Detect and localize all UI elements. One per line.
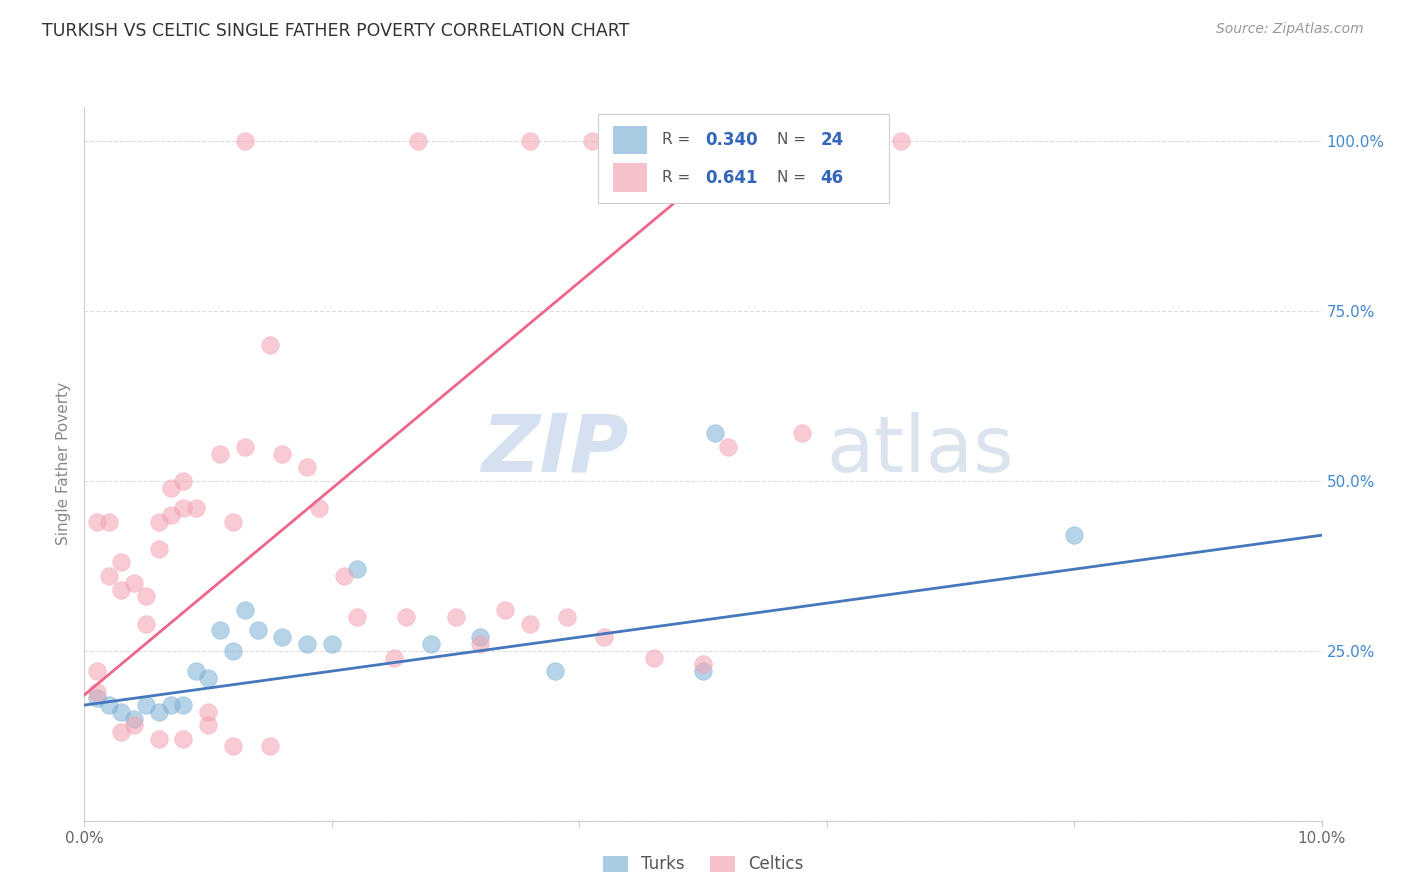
Point [197,705,219,719]
FancyBboxPatch shape [598,114,889,203]
Point [271,447,294,461]
Point [790,426,813,441]
Point [555,609,578,624]
Point [110,582,132,597]
Point [86,515,108,529]
Text: Source: ZipAtlas.com: Source: ZipAtlas.com [1216,22,1364,37]
Point [346,562,368,576]
Point [110,555,132,569]
Point [890,134,912,148]
Point [135,616,157,631]
Text: TURKISH VS CELTIC SINGLE FATHER POVERTY CORRELATION CHART: TURKISH VS CELTIC SINGLE FATHER POVERTY … [42,22,630,40]
Text: 0.641: 0.641 [706,169,758,186]
Point [98,569,121,583]
Point [519,134,541,148]
Point [233,134,256,148]
Point [692,664,714,678]
Point [259,739,281,753]
Point [86,664,108,678]
Point [184,664,207,678]
Text: ZIP: ZIP [481,410,628,489]
Point [110,705,132,719]
Point [135,698,157,712]
Point [643,650,665,665]
Point [160,508,183,522]
Point [395,609,418,624]
Point [271,630,294,644]
Point [222,644,245,658]
Point [98,515,121,529]
Point [444,609,467,624]
Point [148,541,170,556]
Text: N =: N = [778,132,811,147]
Point [86,691,108,706]
Point [172,501,194,516]
Point [717,440,740,454]
Point [408,134,430,148]
Point [86,684,108,698]
Point [233,603,256,617]
Point [543,664,565,678]
Point [148,732,170,747]
Point [148,515,170,529]
Point [122,712,145,726]
Point [148,705,170,719]
Point [172,474,194,488]
Point [259,338,281,352]
Point [110,725,132,739]
Point [209,447,232,461]
Point [222,515,245,529]
Point [308,501,330,516]
Point [172,732,194,747]
Point [470,637,492,651]
Point [98,698,121,712]
Point [419,637,441,651]
Point [382,650,405,665]
Point [593,630,616,644]
Point [519,616,541,631]
Point [122,575,145,590]
Point [135,590,157,604]
Point [160,481,183,495]
Point [160,698,183,712]
Point [321,637,343,651]
Point [197,671,219,685]
Point [494,603,516,617]
Text: R =: R = [662,132,696,147]
Text: 24: 24 [821,131,844,149]
Point [605,134,627,148]
Point [222,739,245,753]
FancyBboxPatch shape [613,126,647,154]
Point [122,718,145,732]
Point [184,501,207,516]
Point [470,630,492,644]
Text: 46: 46 [821,169,844,186]
Point [233,440,256,454]
Point [346,609,368,624]
Y-axis label: Single Father Poverty: Single Father Poverty [56,383,72,545]
Text: R =: R = [662,170,696,186]
FancyBboxPatch shape [613,163,647,192]
Point [1063,528,1085,542]
Point [704,426,727,441]
Point [692,657,714,672]
Point [333,569,356,583]
Point [295,460,318,475]
Point [581,134,603,148]
Text: atlas: atlas [827,411,1014,488]
Text: 0.340: 0.340 [706,131,758,149]
Point [246,624,269,638]
Legend: Turks, Celtics: Turks, Celtics [596,849,810,880]
Text: N =: N = [778,170,811,186]
Point [209,624,232,638]
Point [295,637,318,651]
Point [172,698,194,712]
Point [197,718,219,732]
